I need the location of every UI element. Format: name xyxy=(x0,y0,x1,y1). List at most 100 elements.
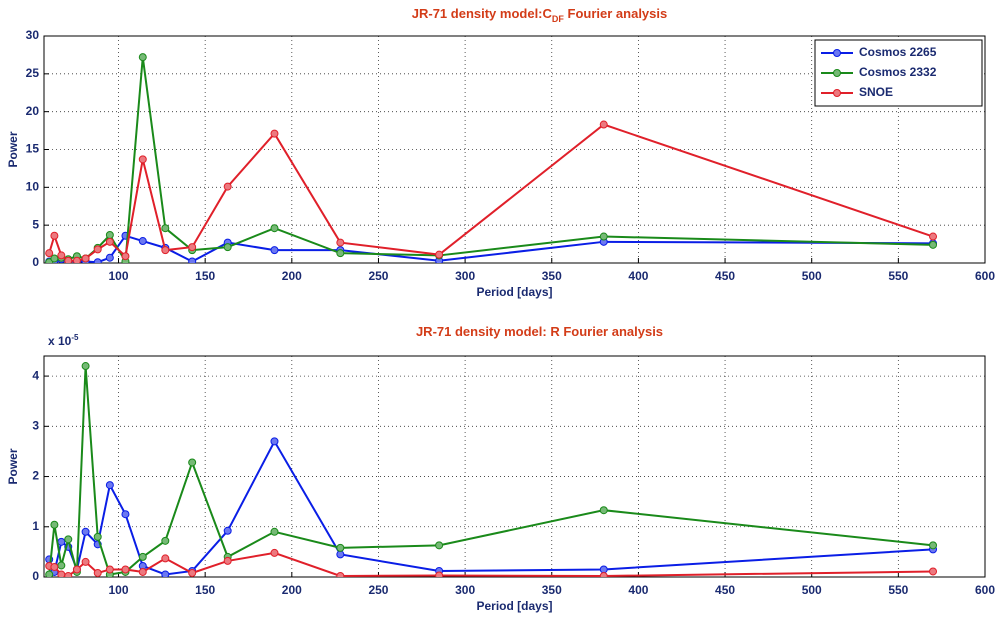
data-point xyxy=(105,253,114,262)
title-part: DF xyxy=(552,14,564,24)
data-point xyxy=(50,231,59,240)
legend-label: SNOE xyxy=(859,85,893,99)
data-point xyxy=(435,541,444,550)
y-multiplier-base: x 10 xyxy=(48,334,72,348)
data-point xyxy=(105,481,114,490)
x-tick-label: 200 xyxy=(282,583,302,597)
plot xyxy=(45,53,938,263)
x-tick-label: 150 xyxy=(195,269,215,283)
data-point xyxy=(435,571,444,577)
data-point xyxy=(93,245,102,254)
plot xyxy=(45,362,938,577)
data-point xyxy=(599,565,608,574)
data-point xyxy=(81,254,90,263)
data-point xyxy=(105,237,114,246)
y-multiplier: x 10-5 xyxy=(48,333,79,349)
x-tick-label: 500 xyxy=(802,269,822,283)
x-tick-label: 450 xyxy=(715,269,735,283)
data-point xyxy=(93,258,102,263)
y-tick-label: 10 xyxy=(26,180,40,194)
data-point xyxy=(45,249,54,258)
data-point xyxy=(93,568,102,577)
data-point xyxy=(223,556,232,565)
data-point xyxy=(138,155,147,164)
chart-title: JR-71 density model:CDF Fourier analysis xyxy=(412,6,667,24)
data-point xyxy=(64,535,73,544)
data-point xyxy=(336,571,345,577)
y-tick-label: 0 xyxy=(32,569,39,583)
data-point xyxy=(270,129,279,138)
data-point xyxy=(435,250,444,259)
data-point xyxy=(929,240,938,249)
data-point xyxy=(138,237,147,246)
data-point xyxy=(599,120,608,129)
title-part: JR-71 density model: R Fourier analysis xyxy=(416,324,663,339)
data-point xyxy=(138,53,147,62)
data-point xyxy=(81,557,90,566)
title-part: Fourier analysis xyxy=(564,6,667,21)
title-part: JR-71 density model:C xyxy=(412,6,553,21)
data-point xyxy=(57,561,66,570)
data-point xyxy=(57,251,66,260)
y-tick-label: 20 xyxy=(26,104,40,118)
data-point xyxy=(599,232,608,241)
x-tick-label: 450 xyxy=(715,583,735,597)
y-tick-label: 3 xyxy=(32,418,39,432)
data-point xyxy=(188,243,197,252)
data-point xyxy=(72,256,81,263)
data-point xyxy=(121,252,130,261)
y-tick-label: 15 xyxy=(26,142,40,156)
data-point xyxy=(599,506,608,515)
data-point xyxy=(188,568,197,577)
data-point xyxy=(929,567,938,576)
x-axis-label: Period [days] xyxy=(476,599,552,613)
series-line xyxy=(48,123,934,262)
x-tick-label: 300 xyxy=(455,583,475,597)
data-point xyxy=(270,246,279,255)
data-point xyxy=(138,567,147,576)
x-tick-label: 150 xyxy=(195,583,215,597)
data-point xyxy=(161,570,170,577)
x-tick-label: 500 xyxy=(802,583,822,597)
data-point xyxy=(121,510,130,519)
y-multiplier-exp: -5 xyxy=(71,333,79,342)
data-point xyxy=(81,362,90,371)
x-axis-label: Period [days] xyxy=(476,285,552,299)
data-point xyxy=(72,565,81,574)
x-tick-label: 600 xyxy=(975,269,995,283)
plot-frame xyxy=(43,35,986,264)
y-tick-label: 0 xyxy=(32,255,39,269)
x-tick-label: 200 xyxy=(282,269,302,283)
data-point xyxy=(188,458,197,467)
data-point xyxy=(105,231,114,240)
x-tick-label: 300 xyxy=(455,269,475,283)
legend-marker xyxy=(833,69,841,77)
data-point xyxy=(138,552,147,561)
y-axis-label: Power xyxy=(6,131,20,167)
data-point xyxy=(270,527,279,536)
data-point xyxy=(50,520,59,529)
data-point xyxy=(223,526,232,535)
data-point xyxy=(188,257,197,263)
data-point xyxy=(336,543,345,552)
x-tick-label: 550 xyxy=(888,583,908,597)
y-tick-label: 5 xyxy=(32,217,39,231)
data-point xyxy=(81,527,90,536)
data-point xyxy=(64,571,73,577)
plot-frame xyxy=(43,355,986,578)
data-point xyxy=(161,246,170,255)
data-point xyxy=(161,224,170,233)
data-point xyxy=(161,554,170,563)
x-tick-label: 350 xyxy=(542,583,562,597)
x-tick-label: 250 xyxy=(368,583,388,597)
data-point xyxy=(121,565,130,574)
data-point xyxy=(929,232,938,241)
x-tick-label: 400 xyxy=(628,269,648,283)
x-tick-label: 600 xyxy=(975,583,995,597)
legend-marker xyxy=(833,89,841,97)
data-point xyxy=(223,182,232,191)
data-point xyxy=(64,256,73,263)
series-line xyxy=(48,57,934,263)
y-axis-label: Power xyxy=(6,448,20,484)
